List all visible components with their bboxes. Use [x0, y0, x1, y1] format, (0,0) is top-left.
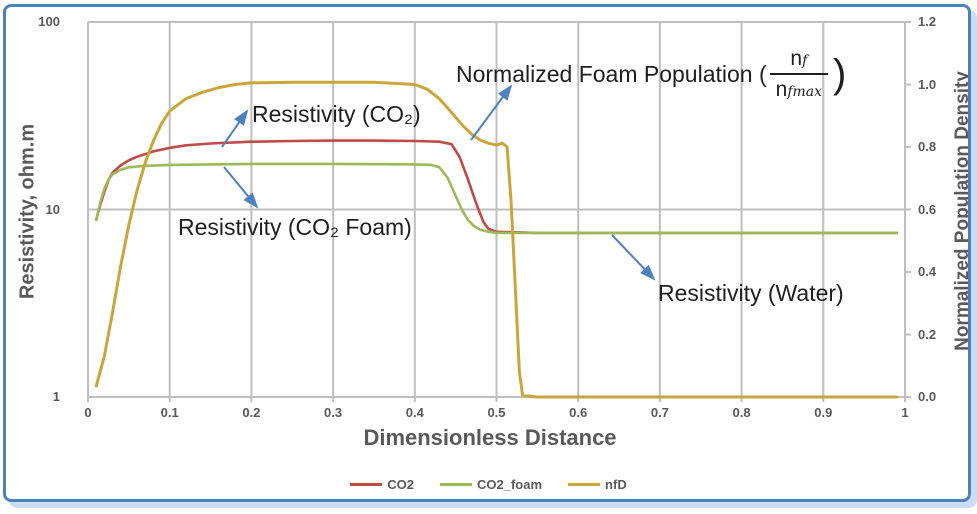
x-axis-tick-label: 0 — [84, 405, 92, 420]
foam-fraction: nf nfmax — [769, 48, 829, 100]
left-axis-tick-label: 10 — [45, 201, 60, 217]
right-axis-tick-label: 0.6 — [918, 201, 937, 217]
legend-label: CO2 — [387, 477, 415, 492]
annotation-text: Normalized Foam Population ( — [456, 60, 767, 87]
left-axis-tick-label: 1 — [52, 389, 60, 404]
x-axis-tick-label: 0.8 — [732, 405, 751, 420]
x-axis-title: Dimensionless Distance — [363, 425, 617, 450]
right-axis-tick-label: 1.0 — [918, 76, 937, 92]
legend-label: nfD — [605, 477, 627, 492]
legend-line-marker — [440, 483, 473, 486]
right-axis-tick-label: 0.2 — [918, 326, 937, 342]
x-axis-tick-label: 1 — [901, 405, 909, 420]
annotation-arrow — [611, 234, 656, 281]
annotation-arrow — [221, 109, 249, 148]
x-axis-tick-label: 0.5 — [487, 405, 506, 420]
x-axis-tick-label: 0.1 — [160, 405, 179, 420]
closing-paren: ) — [833, 52, 847, 96]
legend: CO2 CO2_foam nfD — [0, 478, 977, 491]
x-axis-tick-label: 0.9 — [814, 405, 833, 420]
annotation-foam-population: Normalized Foam Population (nf nfmax) — [456, 48, 846, 100]
annotation-arrow — [470, 84, 513, 141]
legend-line-marker — [350, 483, 383, 486]
annotation-resistivity-co2: Resistivity (CO₂) — [252, 101, 421, 127]
annotation-resistivity-co2-foam: Resistivity (CO₂ Foam) — [178, 214, 412, 240]
legend-line-marker — [568, 483, 601, 486]
x-axis-tick-label: 0.6 — [569, 405, 588, 420]
annotation-arrow — [223, 166, 259, 209]
legend-item-CO2: CO2 — [350, 478, 414, 491]
annotation-resistivity-water: Resistivity (Water) — [658, 280, 844, 306]
right-axis-tick-label: 0.4 — [918, 264, 937, 279]
right-axis-tick-label: 0.0 — [918, 389, 937, 404]
legend-item-CO2_foam: CO2_foam — [440, 478, 542, 491]
legend-label: CO2_foam — [477, 477, 543, 492]
x-axis-tick-label: 0.4 — [405, 405, 424, 420]
series-line-nfD — [94, 80, 899, 399]
right-axis-tick-label: 0.8 — [918, 139, 937, 154]
left-axis-tick-label: 100 — [38, 14, 60, 29]
legend-item-nfD: nfD — [568, 478, 627, 491]
x-axis-tick-label: 0.3 — [324, 405, 343, 420]
series-line-CO2_foam — [94, 162, 899, 235]
right-axis-tick-label: 1.2 — [918, 14, 937, 29]
x-axis-tick-label: 0.7 — [650, 405, 669, 420]
x-axis-tick-label: 0.2 — [242, 405, 261, 420]
